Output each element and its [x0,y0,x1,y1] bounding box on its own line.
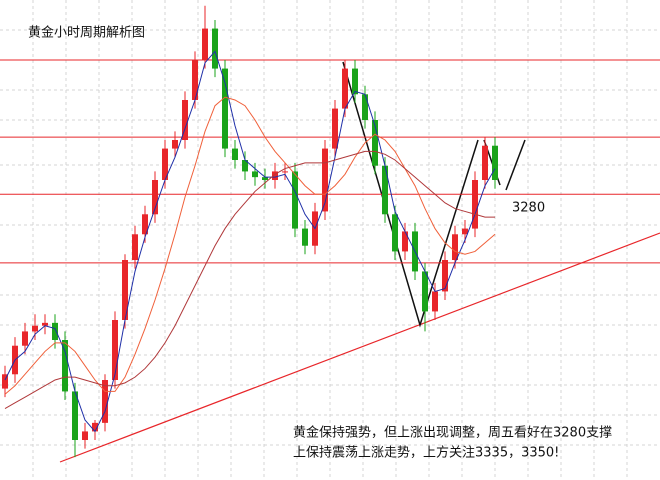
candle-body [422,271,428,312]
candle-body [172,140,178,149]
chart-title: 黄金小时周期解析图 [28,25,145,41]
candle-body [262,177,268,180]
candle-body [212,28,218,69]
candle-body [22,331,28,346]
candle-body [272,171,278,180]
candle-body [32,325,38,332]
candle-body [432,291,438,312]
candle-body [92,422,98,432]
candle-body [152,180,158,215]
candle-body [382,165,388,215]
candle-body [52,322,58,340]
candle-body [252,171,258,178]
annotation: 上保持震荡上涨走势，上方关注3335，3350! [293,445,559,461]
candle-body [182,100,188,140]
candle-body [342,68,348,109]
candle-body [452,234,458,260]
candle-body [482,145,488,180]
candle-body [392,214,398,252]
moving-average [4,50,496,433]
candle-body [442,260,448,292]
candle-body [372,120,378,166]
moving-average [4,150,495,410]
trend-line [59,232,660,463]
candle-body [62,340,68,392]
candle-body [82,431,88,440]
candle-body [462,228,468,235]
candle-body [192,60,198,100]
candle-body [472,180,478,229]
annotation: 黄金保持强势，但上涨出现调整，周五看好在3280支撑 [293,425,612,441]
candle-body [242,160,248,172]
wave-line [342,61,479,328]
level-label: 3280 [512,201,545,216]
candle-body [112,320,118,380]
candle-body [162,148,168,180]
candle-body [402,231,408,252]
candle-body [2,374,8,389]
candle-body [282,171,288,173]
candle-body [72,391,78,440]
candle-body [122,260,128,320]
candle-body [322,148,328,212]
candle-body [232,148,238,160]
wave-line [505,139,526,191]
candle-body [302,228,308,246]
candle-body [102,380,108,423]
marks [0,5,660,458]
candle-body [142,214,148,235]
candle-body [132,234,138,260]
candle-body [352,68,358,95]
candle-body [292,171,298,229]
candle-body [202,28,208,60]
moving-average [4,96,496,395]
candle-body [42,322,48,326]
candle-body [332,108,338,149]
candle-body [492,145,498,180]
candle-body [222,68,228,149]
candle-body [362,94,368,120]
